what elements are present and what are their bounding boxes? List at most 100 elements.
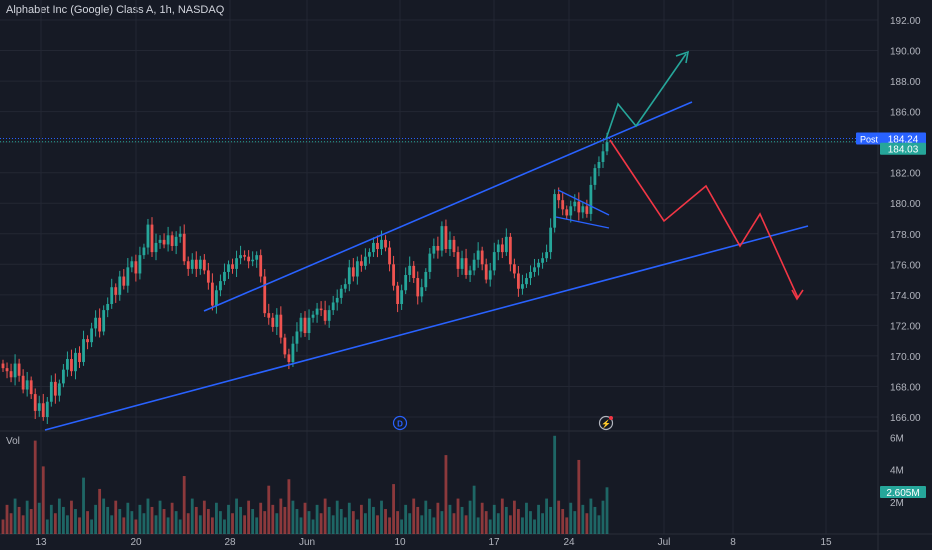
volume-bar bbox=[90, 519, 93, 534]
earnings-marker[interactable] bbox=[598, 415, 614, 431]
candle-body bbox=[227, 264, 230, 272]
volume-bar bbox=[420, 515, 424, 534]
volume-bar bbox=[78, 517, 81, 534]
volume-bar bbox=[166, 517, 170, 534]
volume-bar bbox=[219, 511, 222, 534]
candle-body bbox=[126, 267, 130, 286]
candle-body bbox=[392, 264, 395, 286]
price-tick-label: 168.00 bbox=[890, 382, 921, 393]
volume-bar bbox=[13, 498, 17, 534]
last-price-label: 184.03 bbox=[888, 145, 919, 156]
price-tick-label: 166.00 bbox=[890, 413, 921, 424]
post-price-box bbox=[880, 132, 926, 145]
volume-bar bbox=[267, 485, 271, 534]
volume-bar bbox=[432, 517, 436, 534]
candle-body bbox=[464, 258, 468, 275]
bullish-path bbox=[605, 53, 687, 140]
candle-body bbox=[206, 270, 210, 283]
volume-tick-label: 2M bbox=[890, 498, 904, 509]
volume-bar bbox=[376, 515, 379, 534]
candle-body bbox=[436, 245, 440, 251]
candles bbox=[1, 132, 609, 425]
candle-body bbox=[412, 265, 416, 279]
volume-bar bbox=[504, 506, 508, 534]
candle-body bbox=[279, 314, 283, 338]
volume-bar bbox=[150, 506, 154, 534]
candle-body bbox=[45, 401, 49, 417]
candle-body bbox=[194, 259, 198, 269]
volume-bar bbox=[142, 513, 146, 534]
candle-body bbox=[202, 259, 206, 271]
time-axis: 13 20 28 Jun 10 17 24 Jul 8 15 bbox=[35, 537, 832, 548]
volume-bar bbox=[271, 504, 275, 534]
volume-bar bbox=[106, 506, 110, 534]
volume-bar bbox=[561, 509, 565, 534]
pennant-upper-line bbox=[557, 189, 610, 216]
volume-bar bbox=[512, 500, 516, 534]
price-tick-label: 176.00 bbox=[890, 260, 921, 271]
candle-body bbox=[601, 151, 605, 163]
event-markers[interactable]: D ⚡ bbox=[392, 415, 614, 431]
volume-bar bbox=[476, 517, 480, 534]
candle-body bbox=[162, 239, 166, 245]
candle-body bbox=[432, 245, 436, 254]
candle-body bbox=[231, 264, 234, 269]
date-tick-label: 20 bbox=[130, 537, 142, 548]
candle-body bbox=[29, 380, 33, 395]
candle-body bbox=[17, 363, 21, 376]
candle-body bbox=[307, 317, 311, 334]
volume-bar bbox=[424, 500, 428, 534]
chart-title: Alphabet Inc (Google) Class A, 1h, NASDA… bbox=[6, 4, 225, 16]
volume-bar bbox=[98, 488, 102, 534]
volume-bar bbox=[170, 502, 174, 534]
volume-bar bbox=[110, 515, 114, 534]
volume-bar bbox=[456, 498, 460, 534]
dividend-marker[interactable] bbox=[392, 415, 408, 431]
volume-bar bbox=[174, 511, 178, 534]
candle-body bbox=[210, 282, 214, 306]
candle-body bbox=[585, 206, 589, 214]
candle-body bbox=[142, 247, 146, 256]
pennant-lower-line bbox=[555, 216, 610, 229]
volume-bar bbox=[452, 513, 456, 534]
candle-body bbox=[335, 297, 339, 303]
candle-body bbox=[190, 259, 194, 269]
channel-upper-line bbox=[203, 101, 693, 312]
volume-bar bbox=[581, 504, 585, 534]
candle-body bbox=[388, 247, 391, 265]
volume-bar bbox=[154, 515, 158, 534]
volume-bar bbox=[1, 519, 5, 534]
volume-bar bbox=[488, 519, 492, 534]
volume-bar bbox=[102, 498, 106, 534]
volume-bar bbox=[335, 500, 339, 534]
volume-bar bbox=[601, 500, 605, 534]
volume-bar bbox=[66, 515, 69, 534]
price-tick-label: 172.00 bbox=[890, 321, 921, 332]
volume-bar bbox=[545, 498, 548, 534]
volume-bar bbox=[223, 519, 226, 534]
candle-body bbox=[331, 302, 335, 311]
candle-body bbox=[577, 201, 581, 213]
volume-last-box bbox=[880, 486, 926, 499]
volume-bar bbox=[347, 502, 351, 534]
candle-body bbox=[529, 271, 532, 279]
volume-bar bbox=[299, 517, 303, 534]
candle-body bbox=[174, 236, 178, 246]
candle-body bbox=[299, 317, 303, 332]
candle-body bbox=[565, 209, 569, 216]
volume-bar bbox=[351, 511, 355, 534]
candle-body bbox=[82, 339, 85, 363]
price-tick-label: 192.00 bbox=[890, 16, 921, 27]
candle-body bbox=[384, 239, 387, 248]
candle-body bbox=[420, 287, 424, 297]
volume-bar bbox=[146, 498, 150, 534]
volume-bar bbox=[37, 502, 41, 534]
volume-bar bbox=[118, 509, 122, 534]
volume-bar bbox=[206, 509, 210, 534]
price-tick-label: 186.00 bbox=[890, 108, 921, 119]
candle-body bbox=[303, 317, 307, 334]
volume-bar bbox=[597, 515, 601, 534]
candle-body bbox=[396, 285, 400, 305]
candle-body bbox=[456, 252, 460, 269]
